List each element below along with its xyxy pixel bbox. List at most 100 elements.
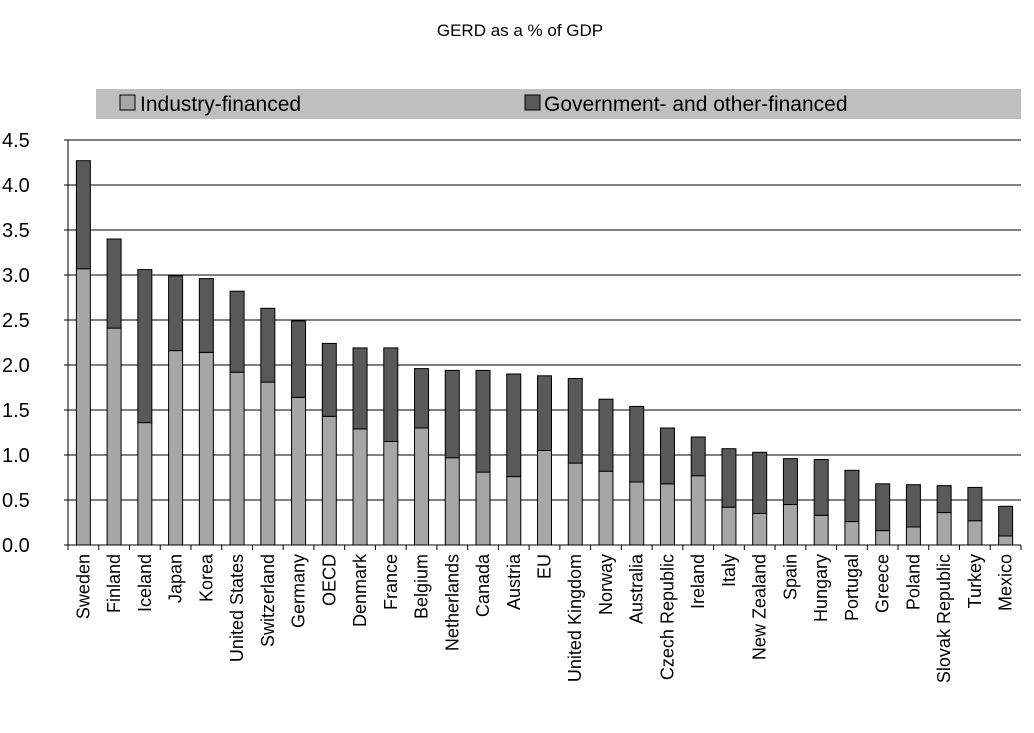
bar-segment-government xyxy=(844,469,860,523)
bar-segment-industry xyxy=(998,535,1014,546)
y-tick-label: 0.0 xyxy=(2,535,30,557)
x-category-label: Sweden xyxy=(73,554,93,619)
y-tick-label: 4.0 xyxy=(2,175,30,197)
bar-segment-government xyxy=(291,320,307,398)
bar-segment-industry xyxy=(168,350,184,546)
bar-segment-industry xyxy=(537,450,552,546)
x-category-label: Switzerland xyxy=(258,554,278,647)
bar-segment-industry xyxy=(813,514,829,546)
y-tick-label: 3.0 xyxy=(2,265,30,287)
bar-segment-government xyxy=(690,436,706,477)
x-category-label: OECD xyxy=(319,554,339,606)
bar-segment-industry xyxy=(352,428,368,546)
bar-segment-government xyxy=(752,451,768,514)
bar-segment-government xyxy=(567,378,583,464)
bar-segment-industry xyxy=(260,381,276,546)
bar-segment-industry xyxy=(905,526,921,546)
x-category-label: Germany xyxy=(289,554,309,628)
bar-segment-industry xyxy=(936,512,952,546)
x-category-label: Korea xyxy=(196,553,216,602)
bar-segment-government xyxy=(260,307,276,383)
bar-segment-industry xyxy=(75,268,91,546)
y-tick-label: 1.0 xyxy=(2,445,30,467)
bar-segment-industry xyxy=(137,422,153,546)
x-category-label: Finland xyxy=(104,554,124,613)
bar-segment-industry xyxy=(690,475,706,546)
bar-segment-industry xyxy=(383,441,399,546)
bar-segment-government xyxy=(106,238,122,329)
x-category-label: France xyxy=(381,554,401,610)
x-category-label: United Kingdom xyxy=(565,554,585,682)
bar-segment-industry xyxy=(721,506,737,546)
bar-segment-industry xyxy=(752,513,768,546)
x-category-label: New Zealand xyxy=(750,554,770,660)
bar-segment-government xyxy=(414,368,430,429)
x-category-label: Hungary xyxy=(811,554,831,622)
x-category-label: Austria xyxy=(504,553,524,610)
x-category-label: Netherlands xyxy=(442,554,462,651)
x-axis-category-labels: Sweden Finland Iceland Japan Korea United Sta… xyxy=(73,553,1015,683)
x-category-label: Slovak Republic xyxy=(934,554,954,683)
x-category-label: Iceland xyxy=(135,554,155,612)
bar-segment-government xyxy=(229,290,245,373)
bar-segment-industry xyxy=(414,427,430,546)
bar-segment-government xyxy=(659,427,675,485)
bar-segment-government xyxy=(75,160,91,270)
bar-segment-government xyxy=(475,369,491,473)
bar-segment-industry xyxy=(875,530,891,546)
bar-segment-government xyxy=(782,458,798,506)
bar-segment-government xyxy=(629,405,645,483)
legend-swatch-industry xyxy=(119,94,136,111)
bar-segment-government xyxy=(813,459,829,516)
x-category-label: Mexico xyxy=(996,554,1016,611)
x-category-label: Spain xyxy=(780,554,800,600)
bar-segment-industry xyxy=(844,521,860,546)
bar-segment-government xyxy=(506,373,522,478)
bar-segment-government xyxy=(875,483,891,532)
bar-segment-government xyxy=(967,486,983,522)
y-tick-label: 2.0 xyxy=(2,355,30,377)
bar-segment-government xyxy=(383,347,399,442)
y-tick-label: 0.5 xyxy=(2,490,30,512)
bar-segment-industry xyxy=(967,520,983,546)
y-tick-label: 4.5 xyxy=(2,130,30,152)
y-tick-label: 2.5 xyxy=(2,310,30,332)
legend-background xyxy=(96,89,1021,119)
x-category-label: EU xyxy=(535,554,555,579)
x-category-label: Italy xyxy=(719,554,739,587)
bar-segment-industry xyxy=(567,462,583,546)
bar-segment-industry xyxy=(291,396,307,546)
bar-segment-industry xyxy=(106,327,122,546)
bar-segment-industry xyxy=(629,481,645,546)
bar-segment-government xyxy=(721,448,737,508)
bar-segment-industry xyxy=(229,371,245,546)
x-category-label: Canada xyxy=(473,553,493,617)
legend-swatch-government xyxy=(524,94,541,111)
legend-label-industry: Industry-financed xyxy=(140,93,301,116)
bar-segment-government xyxy=(905,484,921,528)
legend-label-government: Government- and other-financed xyxy=(544,93,848,116)
x-category-label: Denmark xyxy=(350,553,370,627)
x-category-label: Czech Republic xyxy=(657,554,677,680)
bar-segment-industry xyxy=(506,476,522,546)
bar-segment-government xyxy=(137,269,153,424)
bar-segment-government xyxy=(444,369,460,459)
bar-segment-government xyxy=(321,342,337,417)
bar-segment-government xyxy=(598,398,614,472)
axes xyxy=(64,139,1022,550)
x-category-label: Japan xyxy=(166,554,186,603)
bar-segment-government xyxy=(998,505,1014,537)
bars xyxy=(75,160,1014,546)
chart-title: GERD as a % of GDP xyxy=(437,21,603,40)
x-category-label: Portugal xyxy=(842,554,862,621)
bar-segment-government xyxy=(537,375,552,451)
y-tick-label: 3.5 xyxy=(2,220,30,242)
bar-segment-industry xyxy=(321,415,337,546)
x-category-label: Turkey xyxy=(965,554,985,608)
x-category-label: United States xyxy=(227,554,247,662)
bar-segment-industry xyxy=(444,457,460,546)
bar-segment-industry xyxy=(782,504,798,546)
bar-segment-government xyxy=(936,485,952,514)
bar-segment-government xyxy=(352,347,368,430)
